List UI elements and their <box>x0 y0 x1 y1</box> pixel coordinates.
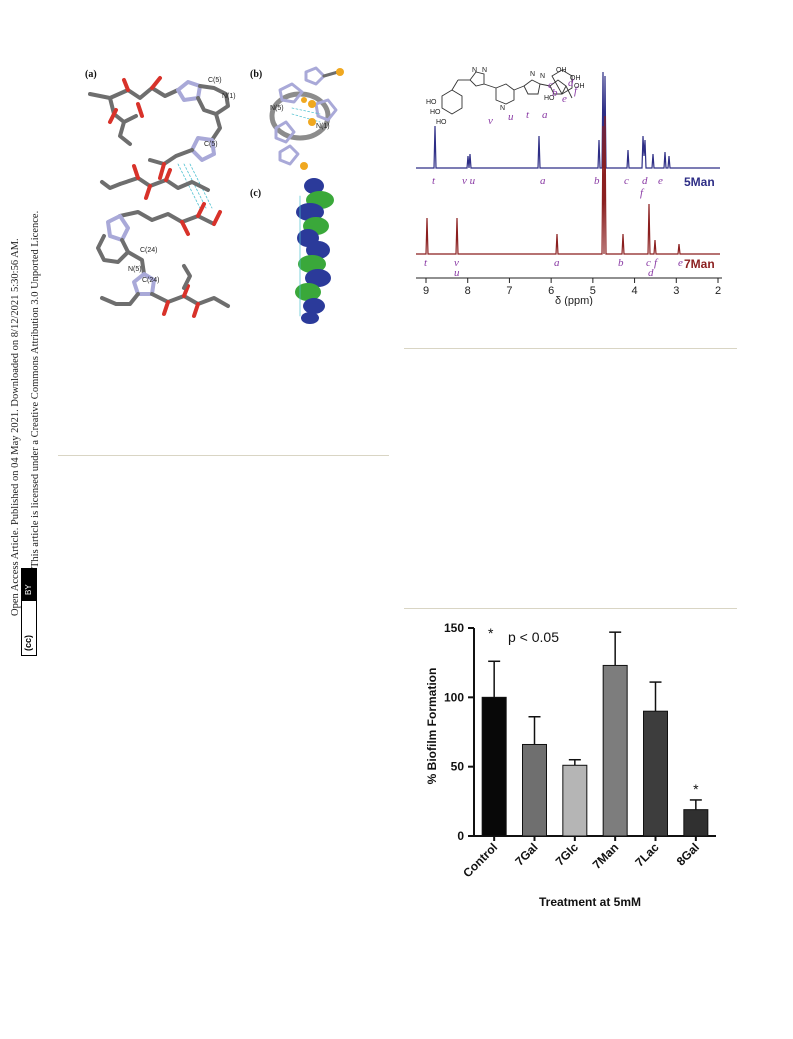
peak-7man-v: v <box>454 257 459 269</box>
atom-label-c24-lower: C(24) <box>142 277 160 284</box>
nmr-tick-label-7: 7 <box>506 285 512 297</box>
crystal-structure-figure: (a) (b) (c) <box>80 66 380 336</box>
peak-5man-b: b <box>594 175 600 187</box>
atom-label-n1-b: N(1) <box>316 123 330 130</box>
peak-7man-u: u <box>454 267 460 279</box>
struct-letter-u: u <box>508 111 514 123</box>
bar-7Gal <box>522 743 547 837</box>
panel-label-b: (b) <box>250 69 263 80</box>
nmr-tick-label-6: 6 <box>548 285 554 297</box>
bar-label-8Gal: 8Gal <box>674 840 702 868</box>
bar-y-tick-label-50: 50 <box>451 760 465 774</box>
significance-marker-8Gal: * <box>693 781 699 797</box>
peak-5man-f: f <box>640 187 645 199</box>
peak-7man-c: c <box>646 257 651 269</box>
peak-5man-c: c <box>624 175 629 187</box>
svg-text:OH: OH <box>556 67 567 74</box>
nmr-tick-label-4: 4 <box>632 285 638 297</box>
atom-label-n5: N(5) <box>128 266 142 273</box>
bar-y-tick-label-100: 100 <box>444 690 464 704</box>
spectrum-5man-name: 5Man <box>684 175 715 189</box>
spectrum-7man-name: 7Man <box>684 257 715 271</box>
atom-label-c5-upper: C(5) <box>208 77 222 84</box>
bar-y-tick-label-150: 150 <box>444 621 464 635</box>
nmr-tick-label-9: 9 <box>423 285 429 297</box>
peak-7man-b: b <box>618 257 624 269</box>
struct-letter-v: v <box>488 115 493 127</box>
peak-5man-t: t <box>432 175 436 187</box>
svg-text:HO: HO <box>426 99 437 106</box>
divider-right-mid <box>404 608 737 609</box>
biofilm-chart: 0 50 100 150 Control 7Gal 7Glc 7Man 7Lac 8Gal * *… <box>412 614 732 914</box>
chart-x-axis-label: Treatment at 5mM <box>539 895 641 909</box>
panel-label-a: (a) <box>85 69 97 80</box>
bar-Control <box>481 696 507 837</box>
cc-by-badge[interactable]: BY (cc) <box>21 568 37 656</box>
peak-5man-vu: v u <box>462 175 476 187</box>
nmr-tick-label-2: 2 <box>715 285 721 297</box>
spectrum-7man-trace <box>416 115 720 255</box>
svg-text:N: N <box>482 67 487 74</box>
divider-right-top <box>404 348 737 349</box>
struct-letter-c: c <box>548 79 553 91</box>
crystal-packing-image: C(5) N(1) C(5) C(24) N(5) C(24) N(5) N(1… <box>88 66 344 324</box>
svg-text:N: N <box>500 105 505 112</box>
svg-text:HO: HO <box>430 109 441 116</box>
nmr-x-axis-label: δ (ppm) <box>555 295 593 306</box>
bar-8Gal <box>683 809 709 837</box>
panel-label-c: (c) <box>250 188 262 199</box>
peak-7man-d: d <box>648 267 654 279</box>
cc-badge-cc: (cc) <box>23 634 33 651</box>
atom-label-n5-b: N(5) <box>270 105 284 112</box>
chart-legend-marker: * <box>488 625 494 641</box>
struct-letter-a: a <box>542 109 548 121</box>
struct-letter-t: t <box>526 109 530 121</box>
bar-7Man <box>602 664 628 837</box>
nmr-tick-label-8: 8 <box>465 285 471 297</box>
svg-text:OH: OH <box>574 83 585 90</box>
svg-text:OH: OH <box>570 75 581 82</box>
nmr-tick-label-5: 5 <box>590 285 596 297</box>
svg-text:N: N <box>540 73 545 80</box>
license-text-line-1: Open Access Article. Published on 04 May… <box>10 238 21 616</box>
bar-y-tick-label-0: 0 <box>457 829 464 843</box>
molecule-upper <box>88 76 230 180</box>
license-sidebar: Open Access Article. Published on 04 May… <box>0 0 48 1039</box>
atom-label-c5-mid: C(5) <box>204 141 218 148</box>
svg-text:N: N <box>530 71 535 78</box>
cc-badge-by: BY <box>24 584 33 595</box>
svg-text:HO: HO <box>436 119 447 126</box>
peak-5man-d: d <box>642 175 648 187</box>
bar-label-7Gal: 7Gal <box>512 840 540 868</box>
svg-text:N: N <box>472 67 477 74</box>
peak-5man-e: e <box>658 175 663 187</box>
struct-letter-f: f <box>574 85 579 97</box>
bar-label-7Glc: 7Glc <box>553 840 582 869</box>
bar-label-Control: Control <box>460 840 500 880</box>
license-text-line-2[interactable]: This article is licensed under a Creativ… <box>30 210 41 568</box>
struct-letter-e: e <box>562 93 567 105</box>
peak-5man-a: a <box>540 175 546 187</box>
bar-label-7Lac: 7Lac <box>632 840 661 869</box>
chart-legend-text: p < 0.05 <box>508 629 559 645</box>
peak-7man-t: t <box>424 257 428 269</box>
atom-label-n1-upper: N(1) <box>222 93 236 100</box>
struct-letter-d: d <box>568 77 574 89</box>
svg-text:HO: HO <box>544 95 555 102</box>
struct-letter-b: b <box>552 87 558 99</box>
bar-label-7Man: 7Man <box>590 840 622 872</box>
peak-7man-f: f <box>654 257 659 269</box>
atom-label-c24-upper: C(24) <box>140 247 158 254</box>
structure-drawing <box>441 69 573 115</box>
bar-7Lac <box>643 710 668 837</box>
peak-7man-a: a <box>554 257 560 269</box>
divider-left <box>58 455 389 456</box>
chart-y-axis-label: % Biofilm Formation <box>425 668 439 785</box>
bar-7Glc <box>562 764 588 837</box>
nmr-tick-label-3: 3 <box>673 285 679 297</box>
peak-7man-e: e <box>678 257 683 269</box>
